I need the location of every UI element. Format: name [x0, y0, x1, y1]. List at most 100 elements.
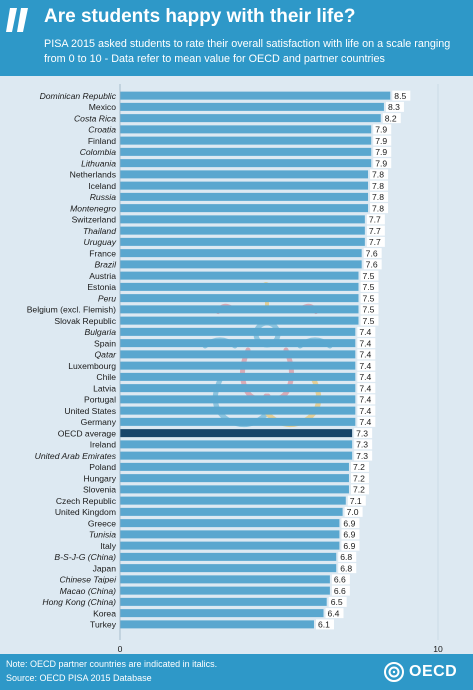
category-label: Macao (China): [60, 586, 116, 596]
value-label-box: [392, 90, 411, 101]
value-label-box: [354, 439, 373, 450]
value-label-box: [347, 495, 366, 506]
category-label: Slovak Republic: [54, 316, 116, 326]
value-label-box: [354, 428, 373, 439]
value-label-box: [357, 349, 376, 360]
source-note: Source: OECD PISA 2015 Database: [6, 673, 152, 683]
value-label-box: [315, 619, 334, 630]
bar: [120, 507, 343, 516]
value-label-box: [366, 236, 385, 247]
bar: [120, 564, 337, 573]
bar: [120, 361, 356, 370]
category-label: Mexico: [89, 102, 116, 112]
value-label-box: [354, 450, 373, 461]
category-label: Russia: [90, 192, 116, 202]
value-label: 6.8: [340, 563, 352, 573]
page-subtitle: PISA 2015 asked students to rate their o…: [44, 38, 451, 65]
value-label: 7.3: [356, 451, 368, 461]
value-label: 7.4: [359, 350, 371, 360]
category-label: Latvia: [93, 383, 116, 393]
value-label: 7.6: [366, 248, 378, 258]
category-label: Italy: [100, 541, 116, 551]
bar: [120, 159, 372, 168]
bar: [120, 575, 330, 584]
value-label: 7.9: [375, 147, 387, 157]
value-label-box: [350, 461, 369, 472]
value-label-box: [331, 585, 350, 596]
bar: [120, 417, 356, 426]
oecd-logo: OECD: [383, 657, 469, 687]
category-label: Brazil: [95, 260, 118, 270]
bar: [120, 530, 340, 539]
value-label-box: [341, 540, 360, 551]
category-label: Thailand: [83, 226, 116, 236]
bar: [120, 114, 381, 123]
category-label: Greece: [88, 518, 116, 528]
value-label: 7.5: [363, 282, 375, 292]
bar: [120, 102, 384, 111]
value-label: 7.7: [369, 215, 381, 225]
value-label: 7.4: [359, 406, 371, 416]
category-label: United Kingdom: [55, 507, 116, 517]
value-label-box: [357, 383, 376, 394]
value-label: 7.9: [375, 158, 387, 168]
value-label-box: [370, 169, 389, 180]
value-label-box: [357, 326, 376, 337]
value-label: 7.5: [363, 271, 375, 281]
value-label-box: [373, 158, 392, 169]
value-label-box: [350, 484, 369, 495]
value-label: 8.2: [385, 113, 397, 123]
value-label: 6.6: [334, 575, 346, 585]
value-label-box: [357, 405, 376, 416]
bar: [120, 485, 349, 494]
category-label: Netherlands: [70, 170, 116, 180]
bar: [120, 294, 359, 303]
value-label-box: [366, 214, 385, 225]
value-label-box: [373, 135, 392, 146]
category-label: Slovenia: [83, 485, 116, 495]
category-label: Portugal: [84, 395, 116, 405]
value-label-box: [341, 518, 360, 529]
value-label: 7.8: [372, 203, 384, 213]
category-label: Finland: [88, 136, 116, 146]
value-label-box: [385, 101, 404, 112]
value-label-box: [357, 371, 376, 382]
value-label-box: [344, 506, 363, 517]
value-label-box: [338, 551, 357, 562]
value-label: 7.4: [359, 372, 371, 382]
value-label: 6.9: [343, 530, 355, 540]
value-label: 6.1: [318, 620, 330, 630]
header-banner: Are students happy with their life? PISA…: [0, 0, 473, 76]
category-label: Colombia: [80, 147, 117, 157]
value-label: 7.2: [353, 473, 365, 483]
bar: [120, 226, 365, 235]
bar: [120, 136, 372, 145]
value-label-box: [360, 304, 379, 315]
bar: [120, 327, 356, 336]
value-label-box: [370, 180, 389, 191]
value-label-box: [350, 473, 369, 484]
bar: [120, 305, 359, 314]
category-label: United States: [64, 406, 116, 416]
value-label-box: [360, 293, 379, 304]
value-label: 7.6: [366, 260, 378, 270]
value-label: 7.8: [372, 192, 384, 202]
value-label-box: [357, 360, 376, 371]
oecd-quote-icon: [6, 8, 28, 32]
category-label: OECD average: [58, 428, 116, 438]
category-label: Poland: [89, 462, 116, 472]
value-label-box: [370, 203, 389, 214]
category-label: Chinese Taipei: [59, 575, 117, 585]
value-label: 6.8: [340, 552, 352, 562]
value-label: 6.5: [331, 597, 343, 607]
value-label: 7.4: [359, 338, 371, 348]
bar: [120, 192, 369, 201]
value-label: 7.4: [359, 327, 371, 337]
value-label: 6.4: [328, 608, 340, 618]
category-label: Austria: [89, 271, 116, 281]
category-label: Peru: [98, 293, 116, 303]
bar-chart: Dominican Republic 8.5 Mexico 8.3 Costa Rica…: [27, 84, 443, 654]
value-label: 7.1: [350, 496, 362, 506]
category-label: Uruguay: [84, 237, 117, 247]
bar: [120, 384, 356, 393]
